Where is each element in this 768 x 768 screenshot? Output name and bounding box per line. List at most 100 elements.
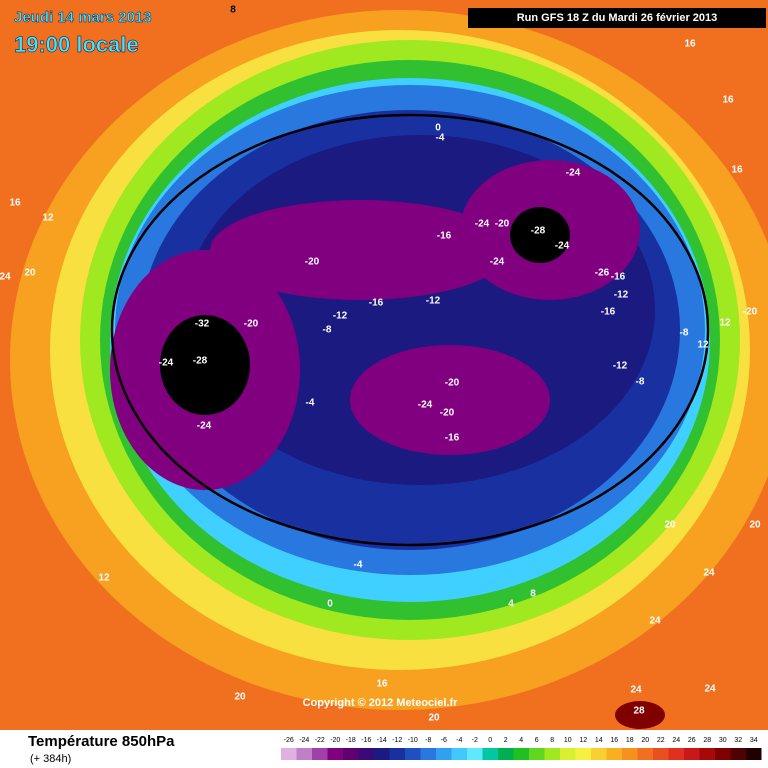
contour-label: -24 [490,257,505,268]
zone [210,200,510,300]
color-swatch [436,748,452,760]
scale-label: -4 [456,737,462,744]
color-swatch [327,748,343,760]
color-swatch [420,748,436,760]
contour-label: -20 [440,408,455,419]
footer-lead: (+ 384h) [30,753,71,765]
color-swatch [730,748,746,760]
color-swatch [513,748,529,760]
zone [510,207,570,263]
contour-label: -24 [418,400,433,411]
contour-label: 24 [703,568,715,579]
scale-label: 12 [579,737,587,744]
run-box [468,8,766,28]
zone [350,345,550,455]
scale-label: -26 [284,737,294,744]
contour-label: -8 [680,328,689,339]
contour-label: -28 [531,226,546,237]
contour-label: 24 [630,685,642,696]
contour-label: -12 [613,361,628,372]
contour-label: -16 [445,433,460,444]
contour-label: -20 [305,257,320,268]
contour-label: -24 [197,421,212,432]
contour-label: 28 [633,706,645,717]
color-swatch [343,748,359,760]
scale-label: -20 [330,737,340,744]
contour-label: 8 [530,589,536,600]
contour-label: 20 [664,520,676,531]
contour-label: 16 [722,95,734,106]
contour-label: -16 [611,272,626,283]
color-swatch [715,748,731,760]
contour-label: 24 [0,272,11,283]
zone [615,701,665,729]
color-swatch [746,748,762,760]
scale-label: -2 [472,737,478,744]
contour-label: -4 [354,560,363,571]
color-swatch [451,748,467,760]
contour-label: 24 [649,616,661,627]
contour-label: 12 [697,340,709,351]
contour-label: -20 [495,219,510,230]
color-swatch [482,748,498,760]
color-swatch [622,748,638,760]
scale-label: -22 [315,737,325,744]
scale-label: 4 [519,737,523,744]
contour-label: 20 [749,520,761,531]
contour-label: -24 [475,219,490,230]
contour-label: 20 [234,692,246,703]
color-swatch [684,748,700,760]
scale-label: -18 [346,737,356,744]
zone [160,315,250,415]
color-swatch [529,748,545,760]
scale-label: 2 [504,737,508,744]
color-swatch [296,748,312,760]
date: Jeudi 14 mars 2013 [14,9,152,26]
time: 19:00 locale [14,32,139,57]
contour-label: -20 [244,319,259,330]
scale-label: -12 [392,737,402,744]
scale-label: 26 [688,737,696,744]
color-swatch [606,748,622,760]
color-swatch [560,748,576,760]
run: Run GFS 18 Z du Mardi 26 février 2013 [517,12,718,24]
color-swatch [591,748,607,760]
scale-label: -24 [299,737,309,744]
scale-label: 22 [657,737,665,744]
contour-label: -20 [743,307,758,318]
color-swatch [699,748,715,760]
contour-label: -32 [195,319,210,330]
contour-label: -16 [601,307,616,318]
color-swatch [498,748,514,760]
color-swatch [544,748,560,760]
color-swatch [637,748,653,760]
contour-label: -8 [323,325,332,336]
contour-label: 12 [42,213,54,224]
contour-label: 12 [98,573,110,584]
color-swatch [281,748,297,760]
scale-label: 20 [641,737,649,744]
contour-label: -12 [426,296,441,307]
contour-label: -12 [614,290,629,301]
scale-label: 10 [564,737,572,744]
scale-label: 14 [595,737,603,744]
contour-label: -24 [555,241,570,252]
color-swatch [374,748,390,760]
contour-label: -12 [333,311,348,322]
scale-label: -6 [441,737,447,744]
contour-label: 20 [428,713,440,724]
contour-label: -8 [636,377,645,388]
color-swatch [668,748,684,760]
scale-label: 8 [550,737,554,744]
copyright: Copyright © 2012 Meteociel.fr [303,697,459,709]
contour-label: -28 [193,356,208,367]
contour-label: 16 [684,39,696,50]
scale-label: 0 [488,737,492,744]
color-swatch [575,748,591,760]
scale-label: 16 [610,737,618,744]
scale-label: -14 [377,737,387,744]
contour-label: -26 [595,268,610,279]
scale-label: 24 [672,737,680,744]
color-swatch [312,748,328,760]
